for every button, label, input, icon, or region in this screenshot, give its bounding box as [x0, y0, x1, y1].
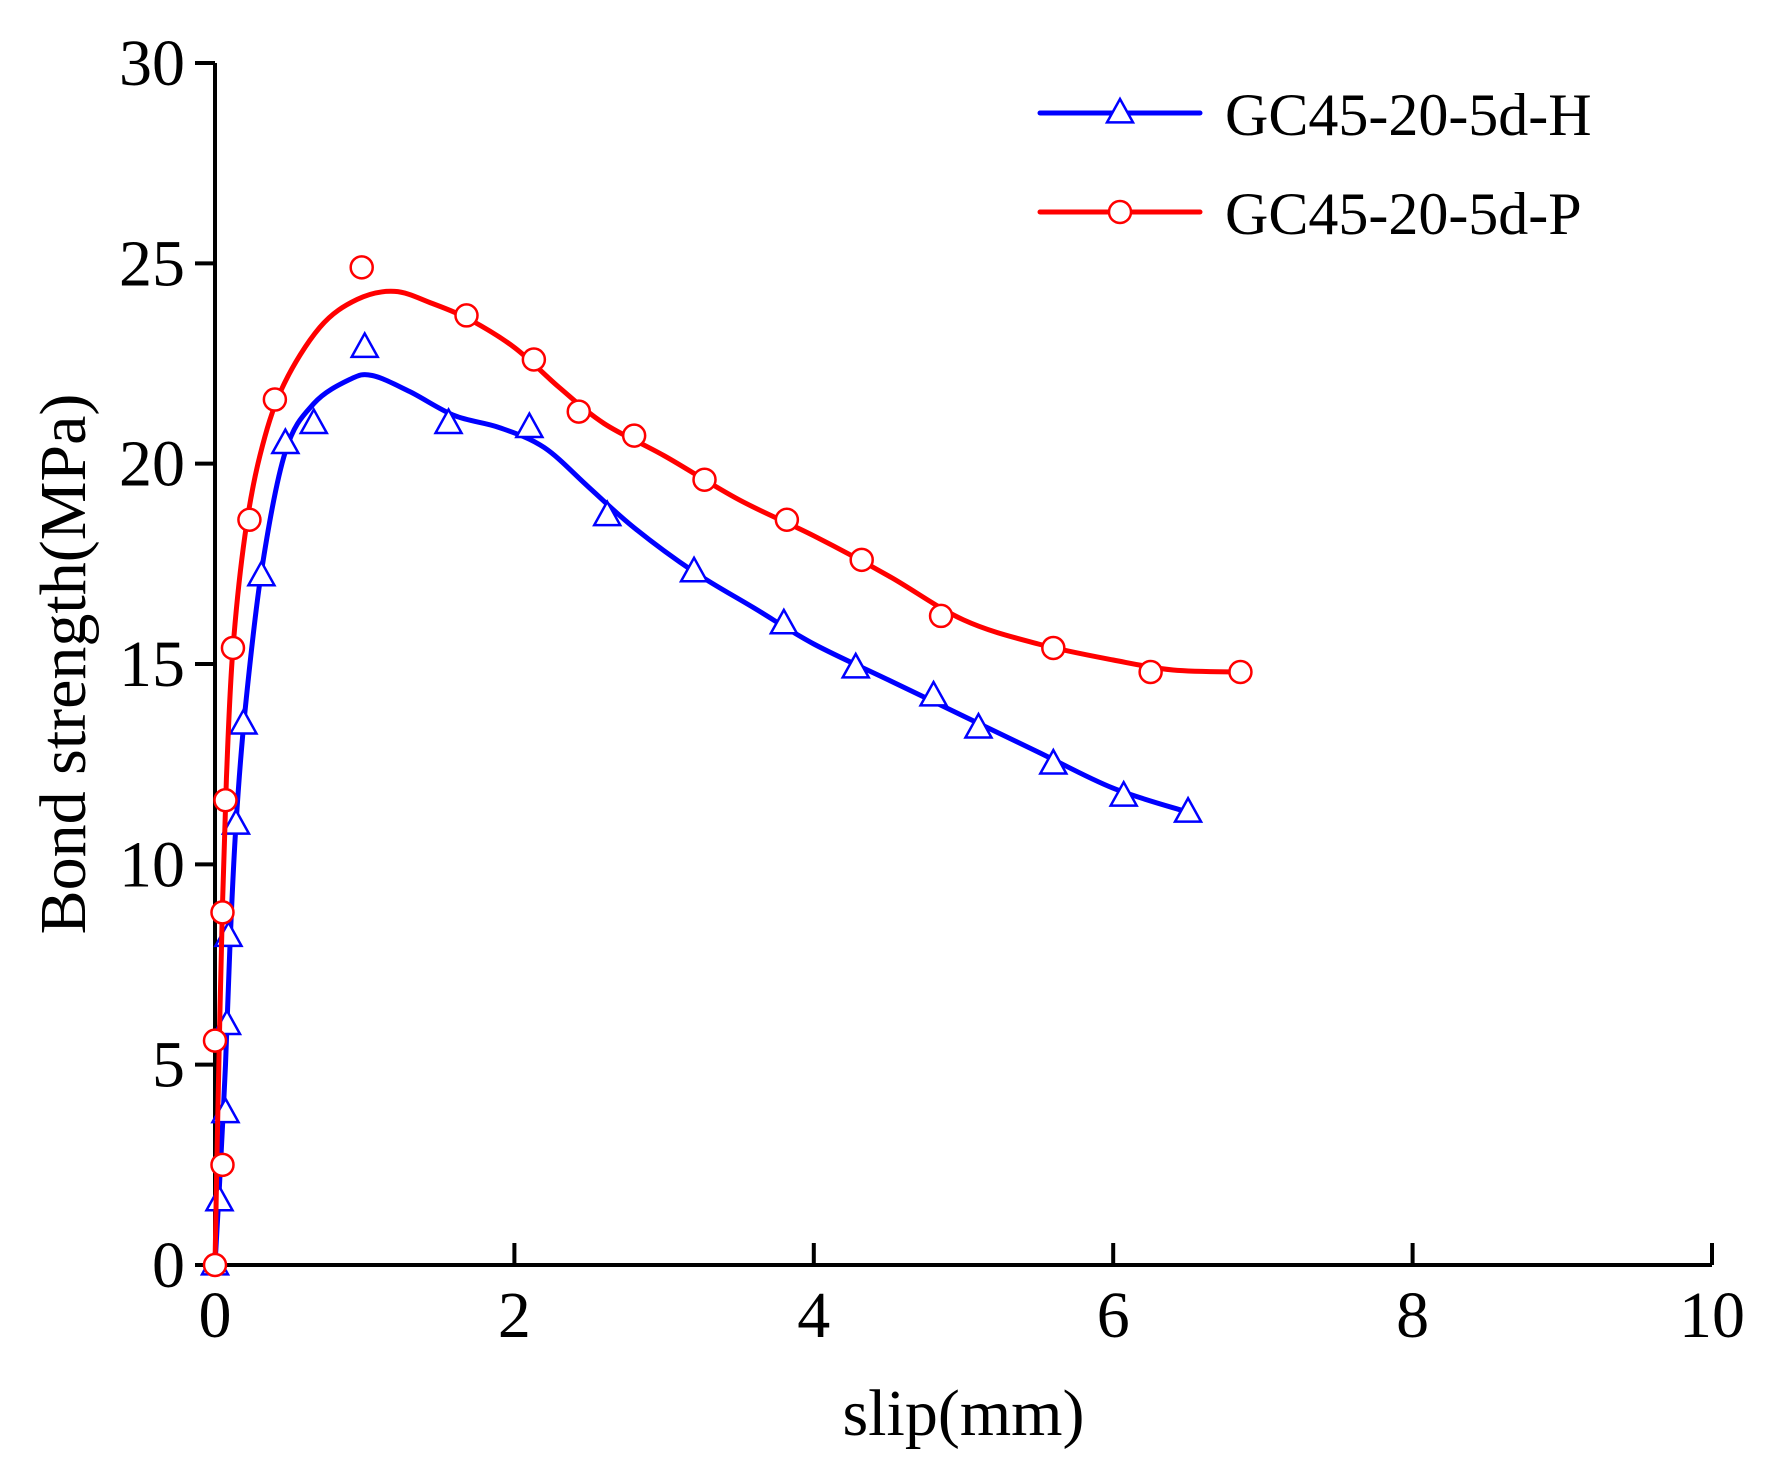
y-tick-label: 5: [152, 1029, 185, 1102]
data-point-circle: [1138, 659, 1163, 685]
data-point-triangle: [349, 330, 380, 359]
x-tick-label: 0: [199, 1279, 232, 1352]
data-point-circle: [692, 467, 717, 492]
legend-item-h: GC45-20-5d-H: [1037, 82, 1592, 148]
x-tick-label: 4: [797, 1279, 830, 1352]
series-layer: [199, 255, 1253, 1278]
series-p: [202, 255, 1253, 1278]
x-tick-label: 2: [498, 1279, 531, 1352]
plot-area: 0 2 4 6 8 10 0 5 10 15 20 25 30: [119, 27, 1745, 1352]
data-point-circle: [621, 423, 647, 448]
data-point-circle: [349, 255, 374, 280]
data-point-triangle: [592, 499, 623, 527]
data-point-triangle: [246, 559, 277, 587]
legend-circle-marker: [1107, 199, 1133, 225]
data-point-triangle: [1038, 747, 1069, 775]
data-point-triangle: [204, 1184, 235, 1212]
data-point-circle: [237, 507, 262, 533]
data-point-triangle: [768, 607, 799, 635]
y-ticks: 0 5 10 15 20 25 30: [119, 27, 215, 1302]
data-point-triangle: [1108, 779, 1139, 807]
data-point-triangle: [1172, 795, 1204, 823]
legend-label-h: GC45-20-5d-H: [1225, 82, 1592, 148]
data-point-circle: [202, 1028, 228, 1053]
legend-item-p: GC45-20-5d-P: [1037, 181, 1582, 247]
data-point-circle: [262, 387, 288, 412]
legend-triangle-marker: [1104, 96, 1136, 124]
x-tick-label: 8: [1396, 1279, 1429, 1352]
data-point-triangle: [514, 410, 545, 439]
x-tick-label: 10: [1679, 1279, 1745, 1352]
data-point-circle: [774, 507, 800, 533]
y-tick-label: 10: [119, 828, 185, 901]
data-point-triangle: [840, 651, 871, 679]
legend-label-p: GC45-20-5d-P: [1225, 181, 1582, 247]
data-point-circle: [521, 347, 547, 372]
x-tick-label: 6: [1097, 1279, 1130, 1352]
legend: GC45-20-5d-H GC45-20-5d-P: [1037, 82, 1592, 247]
data-point-circle: [928, 603, 954, 629]
data-point-triangle: [918, 679, 949, 707]
data-point-circle: [566, 399, 592, 424]
data-point-triangle: [433, 406, 464, 435]
data-point-circle: [1228, 659, 1253, 685]
y-axis-title: Bond strength(MPa): [27, 394, 100, 935]
data-point-triangle: [298, 406, 329, 435]
data-point-circle: [202, 1252, 228, 1278]
y-tick-label: 15: [119, 628, 185, 701]
data-point-circle: [1041, 635, 1066, 661]
y-tick-label: 20: [119, 428, 185, 501]
x-ticks: 0 2 4 6 8 10: [199, 1243, 1745, 1352]
y-tick-label: 30: [119, 27, 185, 100]
series-line: [212, 372, 1191, 1268]
data-point-circle: [849, 547, 874, 573]
data-point-triangle: [270, 427, 301, 455]
x-axis-title: slip(mm): [843, 1377, 1085, 1450]
data-point-circle: [213, 787, 238, 813]
data-point-triangle: [963, 711, 994, 739]
data-point-triangle: [220, 807, 252, 835]
data-point-circle: [210, 900, 235, 925]
data-point-circle: [454, 303, 479, 328]
data-point-triangle: [228, 707, 259, 735]
y-tick-label: 0: [152, 1229, 185, 1302]
data-point-circle: [220, 635, 246, 661]
data-point-circle: [210, 1152, 235, 1178]
data-point-triangle: [678, 555, 710, 583]
y-tick-label: 25: [119, 227, 185, 300]
